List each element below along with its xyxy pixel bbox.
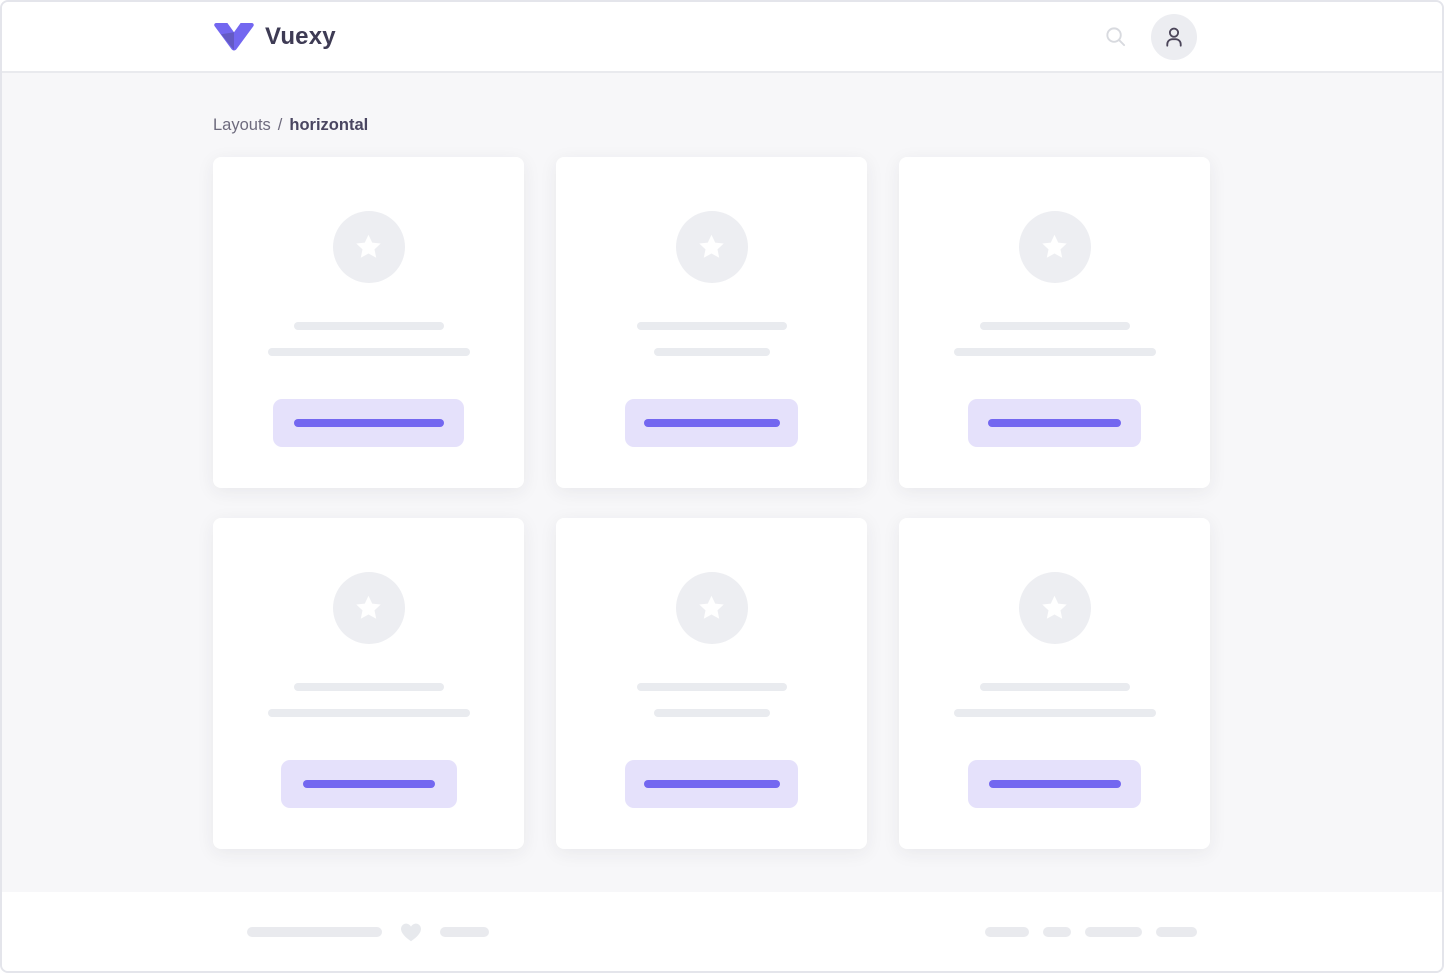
image-placeholder-circle [1018,572,1091,644]
star-icon [699,595,724,619]
skeleton-title-line [979,322,1130,330]
breadcrumb: Layouts / horizontal [213,115,1442,135]
footer-text-pill [247,926,382,937]
skeleton-text-line [267,348,470,356]
cards-grid [213,157,1442,849]
footer-link-placeholder [1085,926,1142,937]
breadcrumb-item-layouts[interactable]: Layouts [213,116,271,134]
header-actions [1104,13,1197,60]
placeholder-card [213,157,524,488]
breadcrumb-separator: / [277,116,283,134]
search-icon [1106,27,1126,47]
placeholder-card [556,518,867,849]
star-icon [356,234,381,258]
skeleton-title-line [636,322,787,330]
star-icon [356,595,381,619]
skeleton-title-line [636,683,787,691]
star-icon [1042,595,1067,619]
image-placeholder-circle [332,211,405,283]
button-label-placeholder [643,419,780,427]
image-placeholder-circle [332,572,405,644]
button-label-placeholder [643,780,780,788]
app-footer [2,892,1442,971]
brand-link[interactable]: Vuexy [213,22,336,51]
footer-link-placeholder [1156,926,1197,937]
button-label-placeholder [988,780,1121,788]
image-placeholder-circle [675,211,748,283]
app-header: Vuexy [2,2,1442,73]
user-avatar[interactable] [1151,13,1197,60]
button-label-placeholder [293,419,444,427]
star-icon [1042,234,1067,258]
page-content: Layouts / horizontal [2,73,1442,892]
skeleton-text-line [953,348,1156,356]
skeleton-text-line [267,709,470,717]
heart-icon [401,923,421,941]
card-action-button[interactable] [968,399,1141,447]
placeholder-card [213,518,524,849]
skeleton-text-line [953,709,1156,717]
image-placeholder-circle [675,572,748,644]
vuexy-logo-icon [214,22,254,50]
search-button[interactable] [1104,25,1127,48]
footer-link-placeholder [985,926,1029,937]
card-action-button[interactable] [625,760,798,808]
footer-link-placeholder [1043,926,1071,937]
card-action-button[interactable] [968,760,1141,808]
skeleton-title-line [979,683,1130,691]
skeleton-title-line [293,683,444,691]
footer-text-pill [440,926,489,937]
user-icon [1166,27,1182,47]
button-label-placeholder [988,419,1121,427]
placeholder-card [899,518,1210,849]
breadcrumb-current: horizontal [289,116,369,134]
card-action-button[interactable] [625,399,798,447]
placeholder-card [899,157,1210,488]
skeleton-text-line [653,709,770,717]
image-placeholder-circle [1018,211,1091,283]
skeleton-title-line [293,322,444,330]
button-label-placeholder [302,780,435,788]
star-icon [699,234,724,258]
card-action-button[interactable] [280,760,457,808]
brand-name: Vuexy [265,22,336,50]
footer-links [985,926,1197,937]
skeleton-text-line [653,348,770,356]
footer-copyright-placeholder [247,920,489,944]
card-action-button[interactable] [273,399,464,447]
placeholder-card [556,157,867,488]
